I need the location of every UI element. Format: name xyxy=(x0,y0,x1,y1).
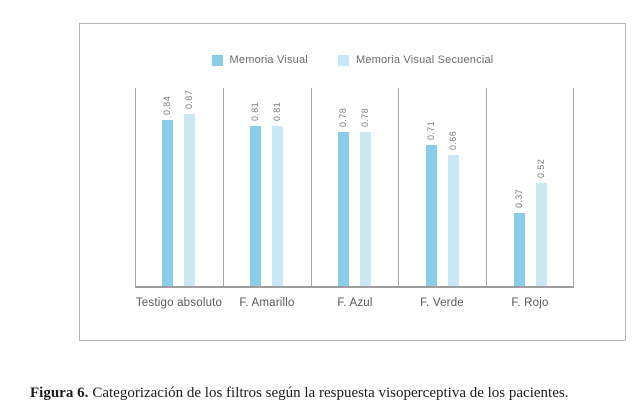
bar-value-label: 0.81 xyxy=(272,101,282,121)
figure-caption-number: Figura 6. xyxy=(30,385,89,401)
x-axis-category-label: F. Azul xyxy=(337,297,373,309)
bar-chart-plot-area: 0.84 0.87 Testigo absoluto 0.81 0.81 F. Amari… xyxy=(135,88,574,309)
legend-label-memoria-visual-secuencial: Memoria Visual Secuencial xyxy=(355,54,494,66)
bar-value-label: 0.81 xyxy=(250,101,260,121)
bar-series1-f-azul xyxy=(338,132,349,286)
bar-series1-f-amarillo xyxy=(250,126,261,286)
figure-chart-frame: Memoria Visual Memoria Visual Secuencial… xyxy=(79,23,626,341)
bar-series2-f-azul xyxy=(360,132,371,286)
bar-value-label: 0.87 xyxy=(184,89,194,109)
bar-series2-testigo-absoluto xyxy=(184,114,195,286)
bar-value-label: 0.66 xyxy=(448,130,458,150)
bar-series2-f-amarillo xyxy=(272,126,283,286)
bar-series1-f-rojo xyxy=(514,213,525,286)
category-separator-line xyxy=(398,88,399,286)
legend-item-memoria-visual: Memoria Visual xyxy=(211,54,308,66)
legend-label-memoria-visual: Memoria Visual xyxy=(229,54,308,66)
bar-series1-f-verde xyxy=(426,145,437,286)
legend-swatch-memoria-visual-icon xyxy=(211,54,223,66)
x-axis-category-label: F. Amarillo xyxy=(239,297,295,309)
bar-series1-testigo-absoluto xyxy=(162,120,173,286)
figure-caption-text: Categorización de los filtros según la r… xyxy=(92,385,569,401)
y-axis-line xyxy=(135,88,136,286)
bar-series2-f-rojo xyxy=(536,183,547,286)
figure-caption: Figura 6. Categorización de los filtros s… xyxy=(30,385,622,402)
bar-value-label: 0.78 xyxy=(360,107,370,127)
bar-series2-f-verde xyxy=(448,155,459,286)
category-separator-line xyxy=(223,88,224,286)
bar-value-label: 0.84 xyxy=(162,95,172,115)
chart-legend: Memoria Visual Memoria Visual Secuencial xyxy=(80,54,625,66)
category-separator-line xyxy=(486,88,487,286)
bar-value-label: 0.37 xyxy=(514,188,524,208)
legend-swatch-memoria-visual-secuencial-icon xyxy=(337,54,349,66)
x-axis-category-label: F. Verde xyxy=(420,297,464,309)
category-separator-line xyxy=(311,88,312,286)
bar-value-label: 0.52 xyxy=(536,158,546,178)
bar-value-label: 0.78 xyxy=(338,107,348,127)
x-axis-category-label: F. Rojo xyxy=(511,297,549,309)
category-separator-line xyxy=(573,88,574,286)
x-axis-category-label: Testigo absoluto xyxy=(135,297,223,309)
legend-item-memoria-visual-secuencial: Memoria Visual Secuencial xyxy=(337,54,494,66)
bar-value-label: 0.71 xyxy=(426,120,436,140)
